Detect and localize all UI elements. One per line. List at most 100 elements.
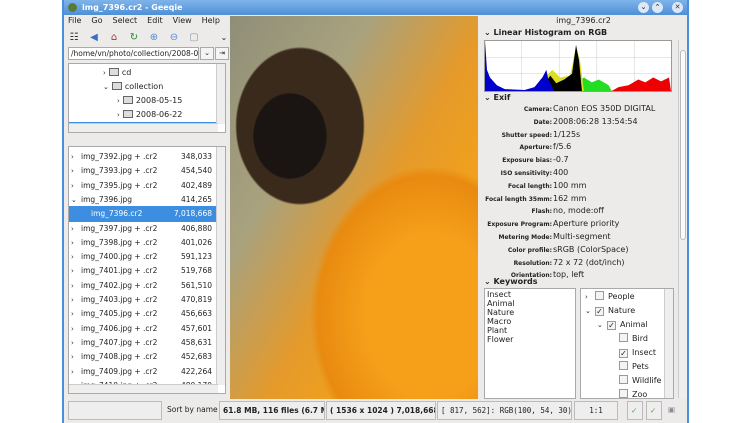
histogram-header[interactable]: ⌄ Linear Histogram on RGB bbox=[484, 28, 608, 37]
save-icon[interactable]: ▣ bbox=[668, 405, 676, 414]
keyword-tree-vscroll[interactable] bbox=[664, 289, 673, 398]
chevron-right-icon[interactable]: › bbox=[117, 111, 120, 119]
path-history-dropdown[interactable]: ⌄ bbox=[200, 47, 214, 60]
chevron-right-icon[interactable]: › bbox=[71, 181, 74, 190]
chevron-right-icon[interactable]: › bbox=[71, 267, 74, 276]
color-adjust-icon[interactable]: ✓ bbox=[627, 401, 643, 420]
maximize-button[interactable]: ⌃ bbox=[652, 2, 663, 13]
chevron-icon[interactable]: ⌄ bbox=[585, 307, 591, 315]
file-list-row[interactable]: › img_7392.jpg + .cr2 348,033 bbox=[69, 149, 218, 165]
file-list-row[interactable]: img_7396.cr2 7,018,668 bbox=[69, 206, 218, 223]
chevron-right-icon[interactable]: › bbox=[117, 97, 120, 105]
keyword-tree-item[interactable]: ✓ Insect bbox=[609, 347, 656, 359]
chevron-right-icon[interactable]: › bbox=[71, 224, 74, 233]
file-list-row[interactable]: › img_7395.jpg + .cr2 402,489 bbox=[69, 178, 218, 194]
file-list-row[interactable]: › img_7397.jpg + .cr2 406,880 bbox=[69, 221, 218, 237]
back-icon[interactable]: ◀ bbox=[90, 31, 98, 43]
color-profile-icon[interactable]: ✓ bbox=[646, 401, 662, 420]
chevron-right-icon[interactable]: › bbox=[71, 253, 74, 262]
chevron-right-icon[interactable]: › bbox=[71, 238, 74, 247]
menu-file[interactable]: File bbox=[68, 16, 82, 25]
zoom-out-icon[interactable]: ⊖ bbox=[169, 31, 179, 43]
chevron-right-icon[interactable]: › bbox=[103, 69, 106, 77]
file-list-row[interactable]: › img_7407.jpg + .cr2 458,631 bbox=[69, 335, 218, 351]
keyword-checkbox[interactable] bbox=[619, 389, 628, 398]
folder-tree-item[interactable]: › cd bbox=[69, 66, 218, 79]
keyword-tree-item[interactable]: ⌄ ✓ Nature bbox=[585, 305, 635, 317]
folder-tree-vscroll[interactable] bbox=[216, 64, 225, 124]
sort-button[interactable]: Sort by name bbox=[167, 405, 218, 414]
file-list-row[interactable]: › img_7406.jpg + .cr2 457,601 bbox=[69, 321, 218, 337]
chevron-right-icon[interactable]: › bbox=[71, 153, 74, 161]
keyword-label: Nature bbox=[608, 306, 636, 315]
keyword-tree-item[interactable]: ⌄ ✓ Animal bbox=[597, 319, 648, 331]
menu-help[interactable]: Help bbox=[201, 16, 220, 25]
keywords-textarea[interactable]: Insect Animal Nature Macro Plant Flower bbox=[484, 288, 576, 399]
folder-tree-hscroll[interactable] bbox=[69, 123, 218, 132]
keyword-checkbox[interactable] bbox=[619, 333, 628, 342]
home-icon[interactable]: ⌂ bbox=[110, 31, 118, 43]
menu-edit[interactable]: Edit bbox=[147, 16, 163, 25]
keyword-checkbox[interactable] bbox=[619, 375, 628, 384]
fullscreen-icon[interactable]: ▢ bbox=[189, 31, 199, 43]
file-list-row[interactable]: › img_7408.jpg + .cr2 452,683 bbox=[69, 349, 218, 365]
folder-tree-item[interactable]: › 2008-06-22 bbox=[69, 108, 218, 121]
chevron-down-icon[interactable]: ⌄ bbox=[103, 83, 109, 91]
refresh-icon[interactable]: ↻ bbox=[129, 31, 139, 43]
menu-go[interactable]: Go bbox=[91, 16, 103, 25]
menu-select[interactable]: Select bbox=[112, 16, 138, 25]
file-list-hscroll[interactable] bbox=[69, 384, 218, 393]
file-name: img_7392.jpg + .cr2 bbox=[81, 152, 158, 161]
chevron-right-icon[interactable]: › bbox=[71, 353, 74, 362]
keyword-checkbox[interactable]: ✓ bbox=[595, 307, 604, 316]
chevron-right-icon[interactable]: › bbox=[71, 367, 74, 376]
chevron-right-icon[interactable]: › bbox=[71, 310, 74, 319]
go-to-path-button[interactable]: ⇥ bbox=[215, 47, 229, 60]
exif-value: sRGB (ColorSpace) bbox=[553, 244, 629, 254]
file-size: 561,510 bbox=[180, 280, 212, 290]
info-scrollbar[interactable] bbox=[678, 40, 687, 398]
path-input[interactable]: /home/vn/photo/collection/2008-06 bbox=[68, 47, 199, 60]
file-list-row[interactable]: › img_7401.jpg + .cr2 519,768 bbox=[69, 263, 218, 279]
file-list-row[interactable]: › img_7400.jpg + .cr2 591,123 bbox=[69, 249, 218, 265]
exif-header[interactable]: ⌄ Exif bbox=[484, 93, 511, 102]
file-list-row[interactable]: › img_7402.jpg + .cr2 561,510 bbox=[69, 278, 218, 294]
file-list-row[interactable]: › img_7403.jpg + .cr2 470,819 bbox=[69, 292, 218, 308]
histogram-blue bbox=[485, 41, 555, 91]
keyword-checkbox[interactable] bbox=[595, 291, 604, 300]
file-list-row[interactable]: › img_7393.jpg + .cr2 454,540 bbox=[69, 163, 218, 179]
file-list-row[interactable]: › img_7405.jpg + .cr2 456,663 bbox=[69, 306, 218, 322]
chevron-right-icon[interactable]: › bbox=[71, 281, 74, 290]
keyword-tree-item[interactable]: › People bbox=[585, 291, 635, 303]
image-view[interactable] bbox=[230, 16, 478, 399]
chevron-right-icon[interactable]: › bbox=[71, 167, 74, 176]
file-list-row[interactable]: › img_7409.jpg + .cr2 422,264 bbox=[69, 364, 218, 380]
keyword-tree-item[interactable]: Pets bbox=[609, 361, 649, 373]
close-button[interactable]: ✕ bbox=[672, 2, 683, 13]
keyword-tree-item[interactable]: Wildlife bbox=[609, 375, 661, 387]
chevron-right-icon[interactable]: › bbox=[71, 296, 74, 304]
keyword-checkbox[interactable]: ✓ bbox=[607, 321, 616, 330]
keyword-tree-item[interactable]: Bird bbox=[609, 333, 648, 345]
keywords-header[interactable]: ⌄ Keywords bbox=[484, 277, 538, 286]
zoom-in-icon[interactable]: ⊕ bbox=[149, 31, 159, 43]
exif-row: Flash: no, mode:off bbox=[480, 206, 676, 218]
keyword-tree-item[interactable]: Zoo bbox=[609, 389, 647, 398]
file-list-vscroll[interactable] bbox=[216, 147, 225, 385]
folder-tree-item[interactable]: ⌄ collection bbox=[69, 80, 218, 93]
menu-view[interactable]: View bbox=[172, 16, 192, 25]
folder-tree-item[interactable]: › 2008-05-15 bbox=[69, 94, 218, 107]
chevron-icon[interactable]: ⌄ bbox=[597, 321, 603, 329]
minimize-button[interactable]: ⌄ bbox=[638, 2, 649, 13]
app-icon bbox=[68, 3, 77, 12]
chevron-right-icon[interactable]: › bbox=[71, 324, 74, 333]
chevron-down-icon[interactable]: ⌄ bbox=[71, 195, 77, 204]
file-list-row[interactable]: › img_7398.jpg + .cr2 401,026 bbox=[69, 235, 218, 251]
keyword-checkbox[interactable]: ✓ bbox=[619, 349, 628, 358]
overflow-chevron-icon[interactable]: ⌄ bbox=[220, 32, 228, 42]
chevron-icon[interactable]: › bbox=[585, 293, 588, 301]
thumbnails-icon[interactable]: ☷ bbox=[69, 31, 79, 43]
keyword-checkbox[interactable] bbox=[619, 361, 628, 370]
file-list-row[interactable]: ⌄ img_7396.jpg 414,265 bbox=[69, 192, 218, 208]
chevron-right-icon[interactable]: › bbox=[71, 338, 74, 347]
